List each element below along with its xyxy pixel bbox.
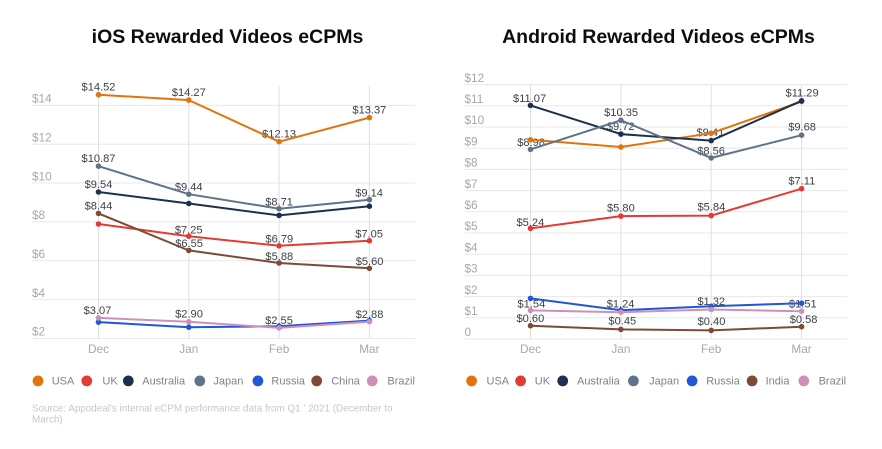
svg-text:$9.44: $9.44	[175, 182, 203, 194]
svg-text:Source: Appodeal's internal eC: Source: Appodeal's internal eCPM perform…	[32, 403, 393, 414]
svg-text:$3.07: $3.07	[84, 305, 112, 317]
svg-text:Australia: Australia	[577, 375, 621, 387]
svg-text:$1.32: $1.32	[697, 296, 725, 308]
svg-text:$3: $3	[465, 262, 479, 276]
svg-text:$2.88: $2.88	[356, 309, 384, 321]
svg-text:Android Rewarded Videos eCPMs: Android Rewarded Videos eCPMs	[502, 26, 815, 48]
svg-text:$7.25: $7.25	[175, 225, 203, 237]
svg-text:$13.37: $13.37	[352, 104, 386, 116]
svg-text:$9.14: $9.14	[355, 187, 383, 199]
svg-text:$7: $7	[465, 177, 478, 191]
svg-text:$4: $4	[32, 286, 46, 300]
svg-text:0: 0	[465, 325, 472, 339]
svg-text:$5.24: $5.24	[517, 217, 545, 229]
svg-text:$2: $2	[465, 283, 478, 297]
svg-text:$11.29: $11.29	[786, 88, 819, 100]
svg-text:$5.80: $5.80	[607, 203, 635, 215]
svg-text:iOS Rewarded Videos eCPMs: iOS Rewarded Videos eCPMs	[92, 26, 364, 48]
svg-text:Russia: Russia	[706, 375, 741, 387]
svg-text:March): March)	[32, 415, 63, 426]
svg-text:$1.24: $1.24	[607, 298, 635, 310]
svg-text:Dec: Dec	[88, 342, 109, 356]
svg-text:$12: $12	[465, 71, 485, 85]
svg-text:$7.11: $7.11	[788, 176, 815, 188]
svg-text:$0.45: $0.45	[608, 316, 636, 328]
svg-text:Dec: Dec	[520, 342, 541, 356]
svg-text:$5: $5	[465, 219, 479, 233]
svg-text:UK: UK	[535, 375, 551, 387]
svg-text:$2.55: $2.55	[265, 315, 293, 327]
svg-text:$1: $1	[465, 304, 478, 318]
svg-text:USA: USA	[52, 375, 75, 387]
svg-text:Russia: Russia	[271, 375, 306, 387]
svg-text:$11.07: $11.07	[513, 93, 546, 105]
svg-text:$10.35: $10.35	[604, 107, 638, 119]
svg-text:$0.58: $0.58	[790, 314, 818, 326]
svg-text:$14.27: $14.27	[172, 87, 206, 99]
svg-text:$7.05: $7.05	[355, 229, 383, 241]
svg-text:$11: $11	[465, 92, 484, 106]
svg-text:$1.54: $1.54	[518, 298, 546, 310]
svg-text:$0.60: $0.60	[517, 313, 545, 325]
svg-text:$14.52: $14.52	[82, 81, 116, 93]
svg-text:$10.87: $10.87	[82, 153, 116, 165]
svg-text:Japan: Japan	[649, 375, 679, 387]
svg-text:Brazil: Brazil	[387, 375, 415, 387]
svg-text:$9.54: $9.54	[85, 179, 113, 191]
svg-text:$8.71: $8.71	[265, 197, 293, 209]
svg-text:$10: $10	[465, 113, 485, 127]
svg-text:Feb: Feb	[701, 342, 722, 356]
svg-text:USA: USA	[487, 375, 510, 387]
svg-text:$12: $12	[32, 130, 52, 144]
svg-text:$2.90: $2.90	[175, 308, 203, 320]
svg-text:$6.79: $6.79	[265, 233, 293, 245]
svg-text:Jan: Jan	[611, 342, 630, 356]
svg-text:Brazil: Brazil	[819, 375, 847, 387]
svg-text:$6: $6	[32, 247, 46, 261]
svg-text:$10: $10	[32, 169, 52, 183]
svg-text:$4: $4	[465, 240, 479, 254]
svg-text:$14: $14	[32, 92, 52, 106]
svg-text:$5.84: $5.84	[698, 202, 726, 214]
svg-text:$8: $8	[32, 208, 46, 222]
svg-text:$8: $8	[465, 156, 479, 170]
svg-text:UK: UK	[102, 375, 118, 387]
svg-text:$9.68: $9.68	[788, 121, 816, 133]
svg-text:Jan: Jan	[179, 342, 198, 356]
svg-text:$5.88: $5.88	[265, 251, 293, 263]
svg-text:$9: $9	[465, 134, 478, 148]
svg-text:Mar: Mar	[791, 342, 811, 356]
svg-text:India: India	[766, 375, 791, 387]
svg-text:Australia: Australia	[142, 375, 186, 387]
svg-text:$0.40: $0.40	[698, 316, 726, 328]
svg-text:China: China	[331, 375, 361, 387]
svg-text:Feb: Feb	[269, 342, 290, 356]
svg-text:$5.60: $5.60	[356, 256, 384, 268]
svg-text:$2: $2	[32, 325, 45, 339]
svg-text:Japan: Japan	[213, 375, 243, 387]
svg-text:$6: $6	[465, 198, 479, 212]
svg-text:Mar: Mar	[359, 342, 379, 356]
svg-text:$8.44: $8.44	[85, 201, 113, 213]
